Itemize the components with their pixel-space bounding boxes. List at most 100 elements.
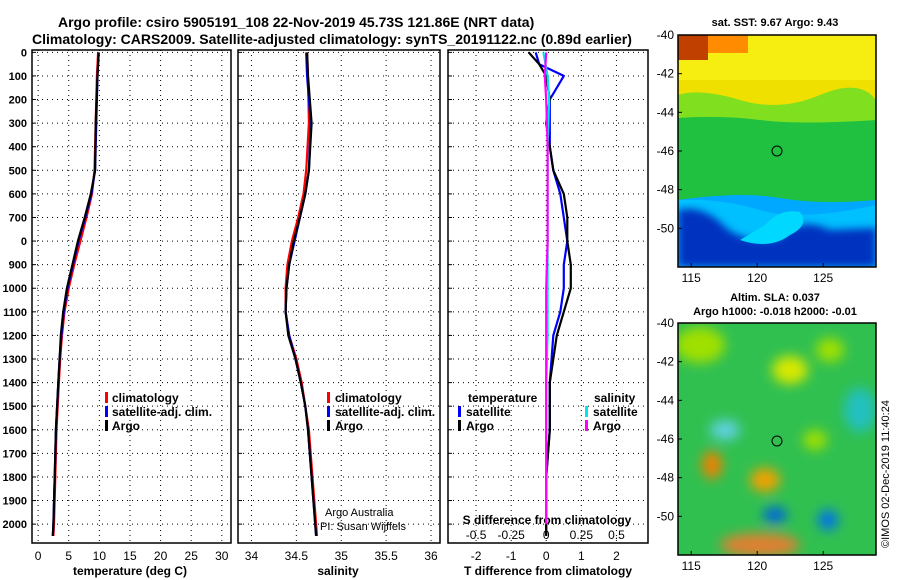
credit-line1: Argo Australia	[325, 507, 394, 519]
depth-tick-label: 1800	[3, 472, 27, 484]
salinity-legend: climatology satellite-adj. clim. Argo	[327, 391, 435, 433]
legend-climatology: climatology	[335, 391, 402, 405]
depth-tick-label: 1000	[3, 283, 27, 295]
legend-t-satellite: satellite	[466, 405, 511, 419]
depth-tick-label: 700	[9, 212, 27, 224]
legend-t-satellite-swatch	[458, 406, 461, 417]
map-y-tick-label: -48	[657, 183, 675, 197]
legend-satellite-swatch	[105, 406, 108, 417]
t-difference-xlabel: T difference from climatology	[464, 564, 632, 578]
legend-argo: Argo	[112, 419, 140, 433]
depth-tick-label: 0	[21, 236, 27, 248]
depth-tick-label: 500	[9, 165, 27, 177]
x-tick-label: 0	[35, 549, 42, 563]
x-tick-label: 10	[93, 549, 107, 563]
x-tick-label: 36	[424, 549, 438, 563]
map-x-tick-label: 115	[682, 559, 701, 573]
map-y-tick-label: -42	[657, 67, 675, 81]
legend-satellite-adj: satellite-adj. clim.	[112, 405, 212, 419]
credit-line2: PI: Susan Wijffels	[320, 521, 406, 533]
legend-salinity-title: salinity	[594, 391, 636, 405]
map-y-tick-label: -44	[657, 393, 675, 407]
legend-s-satellite-swatch	[585, 406, 588, 417]
temperature-legend: climatology satellite-adj. clim. Argo	[105, 391, 212, 433]
title-line1: Argo profile: csiro 5905191_108 22-Nov-2…	[58, 14, 534, 30]
sla-map	[677, 322, 877, 556]
map-y-tick-label: -40	[657, 316, 675, 330]
depth-tick-label: 900	[9, 260, 27, 272]
depth-tick-label: 2000	[3, 519, 27, 531]
salinity-panel	[237, 49, 441, 544]
depth-tick-label: 1600	[3, 425, 27, 437]
x-tick-label: 2	[613, 549, 620, 563]
argo-position-marker	[771, 435, 783, 447]
temperature-plot-frame	[31, 49, 232, 544]
series-line-argo	[284, 52, 318, 536]
depth-tick-label: 1200	[3, 330, 27, 342]
depth-tick-label: 300	[9, 118, 27, 130]
map-y-tick-label: -46	[657, 144, 675, 158]
argo-position-marker	[771, 145, 783, 157]
series-line-argo	[543, 52, 549, 525]
x-tick-label: 0	[543, 549, 550, 563]
depth-tick-label: 1700	[3, 448, 27, 460]
map-y-tick-label: -50	[657, 221, 675, 235]
salinity-plot-frame	[237, 49, 441, 544]
temperature-panel	[31, 49, 232, 544]
legend-argo-swatch	[105, 420, 108, 431]
depth-tick-label: 1300	[3, 354, 27, 366]
series-line-argo	[51, 52, 100, 536]
temperature-xlabel: temperature (deg C)	[73, 564, 187, 578]
legend-t-argo: Argo	[466, 419, 494, 433]
x-tick-label: -2	[471, 549, 482, 563]
difference-legend: temperature satellite Argo salinity sate…	[458, 391, 638, 433]
map-x-tick-label: 125	[813, 271, 833, 285]
sla-map-title-1: Altim. SLA: 0.037	[730, 292, 820, 304]
depth-tick-label: 200	[9, 95, 27, 107]
depth-tick-label: 1400	[3, 378, 27, 390]
depth-tick-label: 1100	[3, 307, 27, 319]
x-tick-label: 34.5	[285, 549, 309, 563]
depth-tick-label: 1500	[3, 401, 27, 413]
legend-t-argo-swatch	[458, 420, 461, 431]
x-tick-label: 5	[65, 549, 72, 563]
x-tick-label: 35.5	[374, 549, 398, 563]
map-y-tick-label: -50	[657, 509, 675, 523]
chart-marks: 0100200300400500600700090010001100120013…	[3, 28, 834, 573]
sst-map-title: sat. SST: 9.67 Argo: 9.43	[712, 17, 839, 29]
x-tick-label: 25	[185, 549, 199, 563]
map-x-tick-label: 125	[813, 559, 833, 573]
sst-map-field	[678, 35, 876, 267]
s-tick-label: -0.5	[466, 528, 487, 542]
legend-s-argo-swatch	[585, 420, 588, 431]
depth-tick-label: 400	[9, 142, 27, 154]
x-tick-label: 1	[578, 549, 585, 563]
legend-satellite-adj: satellite-adj. clim.	[335, 405, 435, 419]
depth-tick-label: 1900	[3, 496, 27, 508]
copyright-stamp: ©IMOS 02-Dec-2019 11:40:24	[880, 400, 892, 548]
legend-climatology-swatch	[327, 392, 330, 403]
map-y-tick-label: -44	[657, 105, 675, 119]
x-tick-label: 35	[335, 549, 349, 563]
x-tick-label: 15	[123, 549, 137, 563]
legend-climatology: climatology	[112, 391, 179, 405]
map-y-tick-label: -46	[657, 432, 675, 446]
legend-s-satellite: satellite	[593, 405, 638, 419]
legend-satellite-swatch	[327, 406, 330, 417]
sla-map-field	[678, 323, 876, 555]
salinity-xlabel: salinity	[317, 564, 359, 578]
sst-map	[677, 34, 877, 268]
sla-map-title-2: Argo h1000: -0.018 h2000: -0.01	[693, 306, 857, 318]
depth-tick-label: 600	[9, 189, 27, 201]
legend-argo: Argo	[335, 419, 363, 433]
x-tick-label: 30	[215, 549, 229, 563]
depth-tick-label: 0	[21, 47, 27, 59]
s-tick-label: 0.25	[570, 528, 594, 542]
s-tick-label: 0.5	[608, 528, 625, 542]
map-y-tick-label: -40	[657, 28, 675, 42]
x-tick-label: 34	[245, 549, 259, 563]
map-x-tick-label: 120	[747, 271, 767, 285]
map-y-tick-label: -48	[657, 471, 675, 485]
depth-tick-label: 100	[9, 71, 27, 83]
